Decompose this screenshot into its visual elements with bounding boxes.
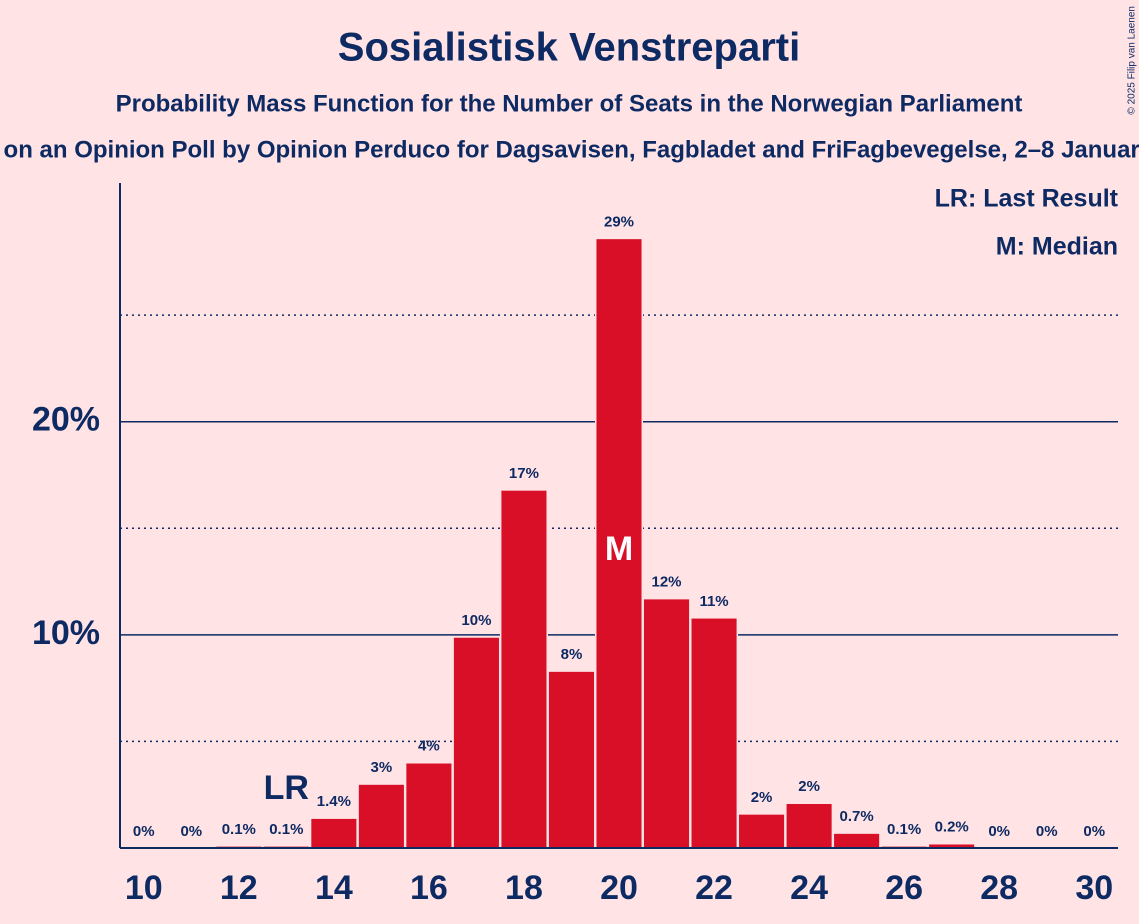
value-label: 0%	[988, 823, 1010, 840]
value-label: 8%	[561, 646, 583, 663]
bar	[357, 783, 406, 849]
x-tick-label: 16	[410, 869, 448, 907]
x-tick-label: 14	[315, 869, 353, 907]
bar	[452, 636, 501, 849]
x-tick-label: 28	[980, 869, 1018, 907]
bar	[547, 670, 596, 849]
bar	[785, 802, 834, 849]
value-label: 0.1%	[222, 821, 256, 838]
x-tick-label: 18	[505, 869, 543, 907]
annotation: LR	[264, 769, 309, 807]
value-label: 17%	[509, 465, 539, 482]
y-tick-label: 20%	[32, 401, 100, 439]
annotation: M	[605, 530, 633, 568]
value-label: 0.2%	[935, 819, 969, 836]
x-tick-label: 22	[695, 869, 733, 907]
value-label: 0%	[1036, 823, 1058, 840]
legend-entry: LR: Last Result	[935, 185, 1119, 213]
value-label: 0%	[1083, 823, 1105, 840]
x-tick-label: 12	[220, 869, 258, 907]
value-label: 1.4%	[317, 793, 351, 810]
value-label: 2%	[798, 778, 820, 795]
value-label: 3%	[371, 759, 393, 776]
value-label: 2%	[751, 789, 773, 806]
legend-entry: M: Median	[996, 233, 1118, 261]
bar	[832, 832, 881, 849]
value-label: 10%	[461, 612, 491, 629]
bar	[690, 617, 739, 849]
value-label: 0.1%	[887, 821, 921, 838]
x-tick-label: 30	[1075, 869, 1113, 907]
value-label: 0%	[180, 823, 202, 840]
bar	[737, 813, 786, 849]
value-label: 4%	[418, 738, 440, 755]
copyright: © 2025 Filip van Laenen	[1127, 6, 1138, 115]
bar	[499, 489, 548, 849]
value-label: 0.1%	[269, 821, 303, 838]
value-label: 0.7%	[840, 808, 874, 825]
x-tick-label: 24	[790, 869, 828, 907]
y-tick-label: 10%	[32, 614, 100, 652]
value-label: 0%	[133, 823, 155, 840]
chart-caption: Based on an Opinion Poll by Opinion Perd…	[0, 136, 1139, 163]
value-label: 12%	[652, 574, 682, 591]
x-tick-label: 26	[885, 869, 923, 907]
bar	[642, 597, 691, 849]
x-tick-label: 10	[125, 869, 163, 907]
chart-title: Sosialistisk Venstreparti	[338, 26, 800, 70]
bar	[309, 817, 358, 849]
value-label: 29%	[604, 213, 634, 230]
chart-subtitle: Probability Mass Function for the Number…	[116, 90, 1023, 117]
bar	[404, 761, 453, 849]
value-label: 11%	[699, 593, 728, 610]
x-tick-label: 20	[600, 869, 638, 907]
